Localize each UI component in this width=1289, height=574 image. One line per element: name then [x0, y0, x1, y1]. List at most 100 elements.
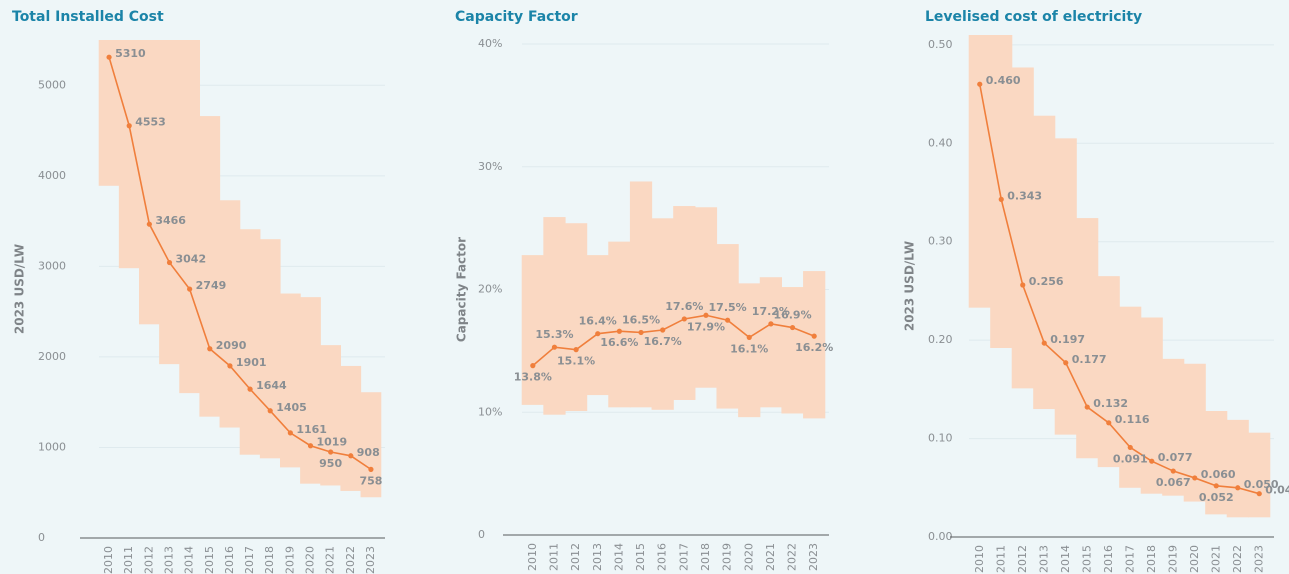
point: [287, 430, 293, 436]
range-band: [239, 229, 261, 455]
point: [207, 346, 213, 352]
point: [1063, 360, 1069, 366]
x-tick-label: 2020: [304, 546, 317, 574]
data-label: 16.2%: [795, 341, 833, 354]
point: [328, 449, 334, 455]
range-band: [543, 217, 566, 415]
data-label: 908: [357, 446, 380, 459]
range-band: [608, 241, 631, 408]
range-band: [1140, 317, 1163, 494]
range-band: [1248, 432, 1271, 518]
point: [1213, 483, 1219, 489]
x-tick-label: 2022: [344, 546, 357, 574]
y-tick-label: 0.30: [928, 235, 953, 248]
data-label: 15.3%: [535, 328, 573, 341]
range-band: [990, 35, 1013, 349]
y-tick-label: 2000: [38, 350, 66, 363]
x-tick-label: 2023: [1252, 545, 1265, 573]
range-band: [199, 116, 221, 417]
range-band: [673, 206, 696, 400]
data-label: 950: [319, 457, 342, 470]
point: [146, 221, 152, 227]
point: [660, 327, 666, 333]
range-band: [968, 35, 991, 308]
range-band: [219, 200, 241, 428]
x-tick-label: 2020: [742, 543, 755, 571]
data-label: 758: [359, 474, 382, 487]
y-tick-label: 0.00: [928, 530, 953, 543]
point: [1020, 282, 1026, 288]
range-band: [300, 297, 321, 484]
y-axis-label: 2023 USD/LW: [903, 241, 917, 331]
x-tick-label: 2011: [547, 543, 560, 571]
range-band: [1183, 363, 1206, 502]
point: [681, 316, 687, 322]
x-tick-label: 2013: [591, 543, 604, 571]
point: [1106, 420, 1112, 426]
data-label: 17.9%: [687, 320, 725, 333]
point: [746, 334, 752, 340]
data-label: 0.052: [1199, 491, 1234, 504]
range-band: [360, 392, 382, 498]
range-band: [1162, 358, 1185, 496]
data-label: 2090: [216, 339, 247, 352]
x-tick-label: 2023: [807, 543, 820, 571]
point: [1041, 340, 1047, 346]
point: [348, 453, 354, 459]
point: [551, 344, 558, 350]
data-label: 0.050: [1244, 478, 1279, 491]
point: [166, 259, 173, 266]
x-tick-label: 2010: [526, 543, 539, 571]
range-band: [98, 40, 120, 186]
data-label: 0.067: [1156, 476, 1191, 489]
data-label: 16.6%: [600, 336, 638, 349]
range-band: [1054, 138, 1077, 435]
data-label: 1161: [296, 423, 327, 436]
data-label: 1901: [236, 356, 267, 369]
x-tick-label: 2010: [973, 545, 986, 573]
data-label: 17.2%: [752, 305, 790, 318]
y-tick-label: 10%: [478, 405, 502, 418]
x-tick-label: 2018: [1145, 545, 1158, 573]
y-tick-label: 5000: [38, 78, 66, 91]
range-band: [586, 255, 609, 396]
data-label: 2749: [196, 279, 227, 292]
data-label: 1019: [317, 436, 348, 449]
range-band: [759, 277, 783, 408]
y-tick-label: 0: [478, 528, 485, 541]
point: [998, 196, 1004, 202]
x-tick-label: 2016: [1102, 545, 1115, 573]
data-label: 5310: [115, 47, 146, 60]
x-tick-label: 2013: [1037, 545, 1050, 573]
range-band: [629, 181, 653, 408]
data-label: 0.116: [1115, 413, 1150, 426]
x-tick-label: 2012: [142, 546, 155, 574]
point: [247, 386, 253, 392]
data-label: 0.077: [1158, 451, 1193, 464]
point: [1149, 458, 1155, 464]
x-tick-label: 2015: [634, 543, 647, 571]
line: [978, 84, 1260, 495]
range-band: [1076, 218, 1099, 459]
x-tick-label: 2017: [677, 543, 690, 571]
range-band: [1033, 115, 1056, 410]
range-band: [1097, 276, 1120, 468]
chart-title: Levelised cost of electricity: [925, 9, 1142, 25]
range-band: [1011, 67, 1034, 389]
range-band: [521, 255, 544, 405]
point: [106, 54, 112, 60]
point: [1127, 444, 1133, 451]
data-label: 17.6%: [665, 300, 703, 313]
x-tick-label: 2014: [612, 543, 625, 571]
range-band: [1205, 411, 1228, 515]
data-label: 16.9%: [773, 309, 811, 322]
x-tick-label: 2022: [1231, 545, 1244, 573]
point: [811, 333, 817, 339]
chart-title: Total Installed Cost: [12, 9, 164, 25]
y-tick-label: 1000: [38, 440, 66, 453]
x-tick-label: 2013: [163, 546, 176, 574]
point: [1170, 468, 1176, 474]
data-label: 16.5%: [622, 313, 660, 326]
x-tick-label: 2011: [994, 545, 1007, 573]
